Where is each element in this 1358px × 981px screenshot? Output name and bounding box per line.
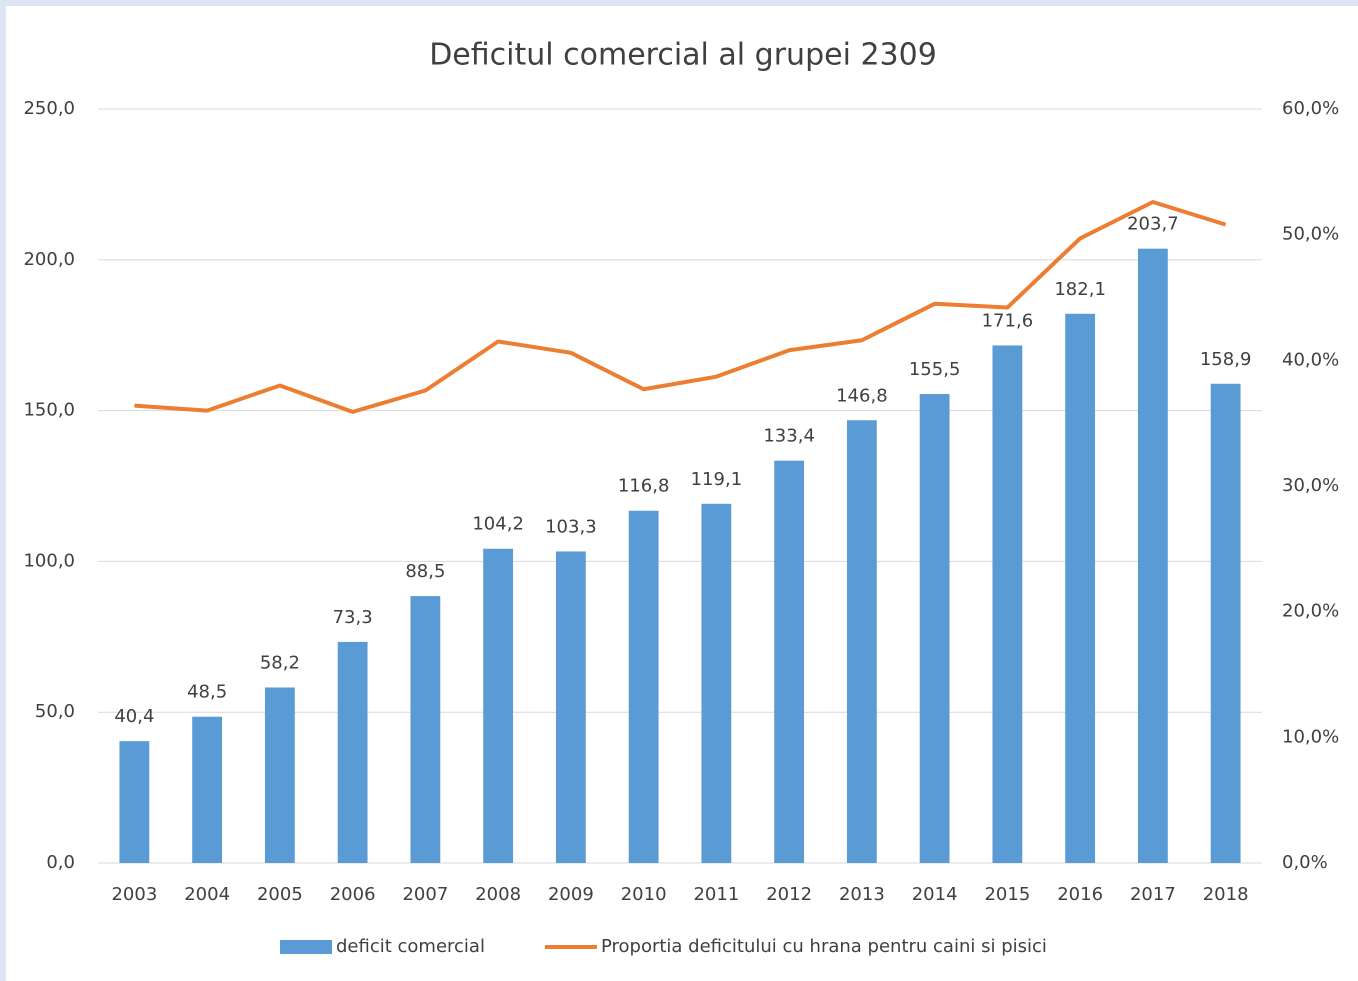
x-tick-label: 2010 [621, 884, 667, 905]
data-label: 155,5 [909, 359, 961, 380]
y2-tick-label: 0,0% [1282, 852, 1328, 873]
bar [919, 394, 950, 863]
data-label: 103,3 [545, 516, 597, 537]
data-label: 73,3 [333, 607, 373, 628]
bar [1137, 248, 1168, 863]
bar [774, 460, 805, 863]
y-tick-label: 50,0 [35, 701, 75, 722]
y2-tick-label: 20,0% [1282, 601, 1339, 622]
data-label: 203,7 [1127, 214, 1179, 235]
data-label: 182,1 [1054, 279, 1106, 300]
x-tick-label: 2005 [257, 884, 303, 905]
x-tick-label: 2012 [766, 884, 812, 905]
bar [192, 716, 223, 863]
bar [628, 510, 659, 863]
y2-tick-label: 30,0% [1282, 475, 1339, 496]
chart-background [6, 6, 1358, 981]
chart-title: Deficitul comercial al grupei 2309 [429, 38, 937, 73]
bar [846, 420, 877, 863]
bar [992, 345, 1023, 863]
y-tick-label: 100,0 [23, 550, 75, 571]
y-tick-label: 250,0 [23, 98, 75, 119]
y-tick-label: 150,0 [23, 400, 75, 421]
data-label: 133,4 [763, 426, 815, 447]
data-label: 116,8 [618, 476, 670, 497]
x-tick-label: 2017 [1130, 884, 1176, 905]
legend-swatch [280, 940, 332, 954]
data-label: 158,9 [1200, 349, 1252, 370]
data-label: 40,4 [114, 706, 154, 727]
legend-label: deficit comercial [336, 936, 485, 957]
y2-tick-label: 60,0% [1282, 98, 1339, 119]
data-label: 171,6 [982, 310, 1034, 331]
x-tick-label: 2015 [984, 884, 1030, 905]
bar [337, 641, 368, 863]
data-label: 104,2 [472, 514, 524, 535]
x-tick-label: 2018 [1203, 884, 1249, 905]
data-label: 119,1 [691, 469, 743, 490]
x-tick-label: 2007 [402, 884, 448, 905]
bar [119, 741, 150, 863]
x-tick-label: 2014 [912, 884, 958, 905]
data-label: 58,2 [260, 652, 300, 673]
line [134, 199, 1227, 414]
x-tick-label: 2009 [548, 884, 594, 905]
x-tick-label: 2008 [475, 884, 521, 905]
x-tick-label: 2006 [330, 884, 376, 905]
x-tick-label: 2004 [184, 884, 230, 905]
data-label: 146,8 [836, 385, 888, 406]
bar [410, 596, 441, 863]
bar [264, 687, 295, 863]
bar [555, 551, 586, 863]
data-label: 48,5 [187, 682, 227, 703]
bar [1065, 313, 1096, 864]
legend-label: Proportia deficitului cu hrana pentru ca… [601, 936, 1047, 957]
y-tick-label: 200,0 [23, 249, 75, 270]
bar [1210, 383, 1241, 863]
y2-tick-label: 50,0% [1282, 224, 1339, 245]
data-label: 88,5 [405, 561, 445, 582]
bar [483, 548, 514, 863]
x-tick-label: 2011 [693, 884, 739, 905]
x-tick-label: 2013 [839, 884, 885, 905]
bar [701, 503, 732, 863]
y-tick-label: 0,0 [46, 852, 75, 873]
y2-tick-label: 10,0% [1282, 726, 1339, 747]
y2-tick-label: 40,0% [1282, 349, 1339, 370]
x-tick-label: 2003 [111, 884, 157, 905]
x-tick-label: 2016 [1057, 884, 1103, 905]
